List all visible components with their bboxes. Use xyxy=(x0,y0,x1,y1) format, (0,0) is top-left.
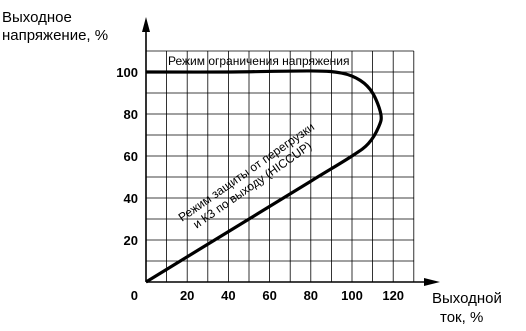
x-axis-title-line2: ток, % xyxy=(440,309,483,326)
tick-labels: 20 40 60 80 100 120 20 40 60 80 100 0 xyxy=(116,65,404,303)
annotation-voltage-limit: Режим ограничения напряжения xyxy=(168,54,350,68)
y-axis-title-line1: Выходное xyxy=(2,9,72,26)
y-tick-label: 20 xyxy=(124,233,138,248)
x-axis-title-line1: Выходной xyxy=(432,290,502,307)
series xyxy=(145,69,383,284)
y-axis-title-line2: напряжение, % xyxy=(2,27,108,44)
y-tick-label: 60 xyxy=(124,149,138,164)
axes xyxy=(142,17,440,286)
x-tick-label: 40 xyxy=(221,288,235,303)
x-tick-label: 60 xyxy=(262,288,276,303)
x-axis-arrow xyxy=(424,278,440,286)
series-line xyxy=(145,69,383,284)
origin-label: 0 xyxy=(131,288,138,303)
grid xyxy=(146,50,415,282)
x-tick-label: 20 xyxy=(180,288,194,303)
x-tick-label: 80 xyxy=(304,288,318,303)
annotation-hiccup-line1: Режим защиты от перегрузки xyxy=(176,120,317,225)
y-tick-label: 80 xyxy=(124,107,138,122)
x-tick-label: 120 xyxy=(382,288,404,303)
y-axis-arrow xyxy=(142,17,150,32)
y-tick-label: 40 xyxy=(124,191,138,206)
y-tick-label: 100 xyxy=(116,65,138,80)
x-tick-label: 100 xyxy=(341,288,363,303)
